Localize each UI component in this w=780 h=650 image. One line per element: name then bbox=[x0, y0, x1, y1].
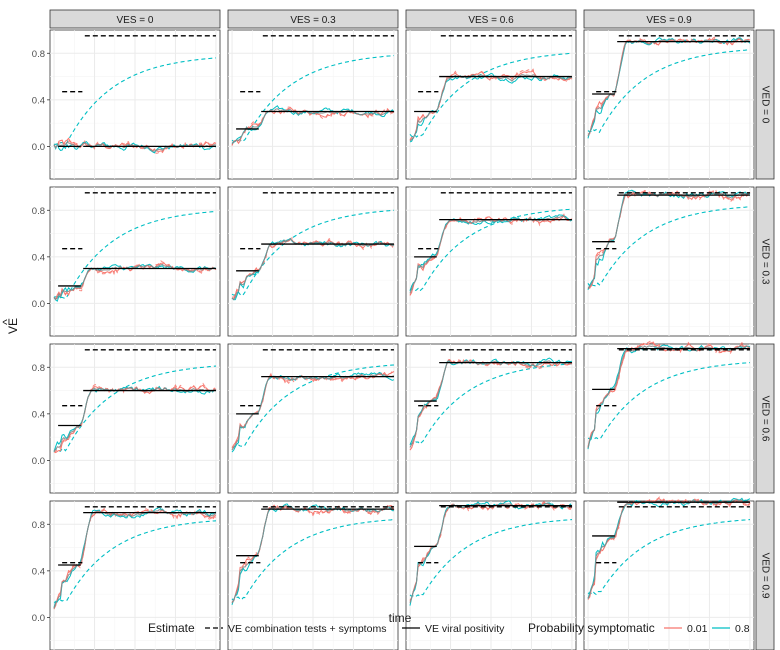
row-strip-label-0: VED = 0 bbox=[759, 86, 770, 124]
legend-label-viral: VE viral positivity bbox=[425, 623, 505, 635]
y-tick-label: 0.4 bbox=[32, 409, 45, 420]
series-combination-p08 bbox=[409, 52, 573, 138]
panel-r2-c1 bbox=[227, 343, 399, 494]
panel-r3-c1 bbox=[227, 500, 399, 650]
x-axis-title: time bbox=[389, 611, 412, 625]
panel-r1-c0 bbox=[49, 186, 221, 337]
legend-label-combination: VE combination tests + symptoms bbox=[228, 623, 386, 635]
row-strip-label-3: VED = 0.9 bbox=[759, 553, 770, 599]
row-strip-0 bbox=[755, 29, 775, 180]
y-tick-label: 0.8 bbox=[32, 363, 45, 374]
row-strip-label-1: VED = 0.3 bbox=[759, 239, 770, 285]
series-viral-mean bbox=[53, 263, 217, 301]
col-strip-0 bbox=[49, 9, 221, 29]
legend-estimate-title: Estimate bbox=[148, 621, 195, 635]
series-combination-p08 bbox=[587, 362, 751, 440]
y-tick-label: 0.8 bbox=[32, 49, 45, 60]
y-tick-label: 0.4 bbox=[32, 566, 45, 577]
panel-r3-c0 bbox=[49, 500, 221, 650]
series-viral-p001 bbox=[409, 215, 573, 296]
series-combination-p08 bbox=[231, 519, 395, 602]
panel-r1-c1 bbox=[227, 186, 399, 337]
row-strip-1 bbox=[755, 186, 775, 337]
y-tick-label: 0.0 bbox=[32, 142, 45, 153]
series-viral-p08 bbox=[409, 214, 573, 292]
panel-r2-c0 bbox=[49, 343, 221, 494]
col-strip-1 bbox=[227, 9, 399, 29]
panel-r2-c2 bbox=[405, 343, 577, 494]
series-combination-p08 bbox=[231, 55, 395, 143]
axes-layer: 0.00.40.80.00.40.80.00.40.80.00.40.81001… bbox=[0, 49, 412, 625]
col-strip-label-1: VES = 0.3 bbox=[290, 15, 336, 26]
panel-r1-c3 bbox=[583, 186, 755, 337]
legend-label-p001: 0.01 bbox=[687, 623, 708, 635]
panel-r0-c0 bbox=[49, 29, 221, 180]
series-viral-mean bbox=[409, 74, 573, 142]
col-strip-2 bbox=[405, 9, 577, 29]
series-viral-mean bbox=[231, 238, 395, 301]
panel-r2-c3 bbox=[583, 339, 755, 494]
col-strip-label-0: VES = 0 bbox=[117, 15, 154, 26]
y-tick-label: 0.4 bbox=[32, 252, 45, 263]
legend-prob-title: Probability symptomatic bbox=[528, 621, 655, 635]
panel-r0-c1 bbox=[227, 29, 399, 180]
series-combination-p08 bbox=[587, 206, 751, 287]
y-axis-title-hat: ^ bbox=[0, 319, 14, 325]
panel-r3-c3 bbox=[583, 496, 755, 650]
panel-r1-c2 bbox=[405, 186, 577, 337]
panel-r3-c2 bbox=[405, 500, 577, 650]
legend-label-p08: 0.8 bbox=[735, 623, 750, 635]
col-strip-label-2: VES = 0.6 bbox=[468, 15, 514, 26]
y-axis-title: VE bbox=[6, 318, 20, 334]
series-combination-p001 bbox=[53, 382, 217, 453]
col-strip-3 bbox=[583, 9, 755, 29]
series-combination-p08 bbox=[587, 49, 751, 134]
row-strip-3 bbox=[755, 500, 775, 650]
panel-r0-c3 bbox=[583, 29, 755, 180]
row-strip-2 bbox=[755, 343, 775, 494]
y-tick-label: 0.0 bbox=[32, 299, 45, 310]
row-strip-label-2: VED = 0.6 bbox=[759, 396, 770, 442]
panels-layer: VES = 0 VES = 0.3 VES = 0.6 VES = 0.9 VED = … bbox=[49, 9, 775, 650]
series-combination-p08 bbox=[53, 210, 217, 300]
y-tick-label: 0.0 bbox=[32, 613, 45, 624]
series-viral-p08 bbox=[587, 344, 751, 450]
legend: Estimate VE combination tests + symptoms V… bbox=[148, 621, 750, 635]
y-tick-label: 0.0 bbox=[32, 456, 45, 467]
y-tick-label: 0.8 bbox=[32, 206, 45, 217]
series-viral-mean bbox=[231, 108, 395, 145]
panel-r0-c2 bbox=[405, 29, 577, 180]
series-combination-p08 bbox=[409, 519, 573, 598]
col-strip-label-3: VES = 0.9 bbox=[646, 15, 692, 26]
y-tick-label: 0.4 bbox=[32, 95, 45, 106]
series-combination-p08 bbox=[409, 208, 573, 292]
series-viral-mean bbox=[53, 508, 217, 609]
y-tick-label: 0.8 bbox=[32, 520, 45, 531]
series-combination-p08 bbox=[587, 519, 751, 596]
series-combination-p08 bbox=[54, 57, 217, 146]
